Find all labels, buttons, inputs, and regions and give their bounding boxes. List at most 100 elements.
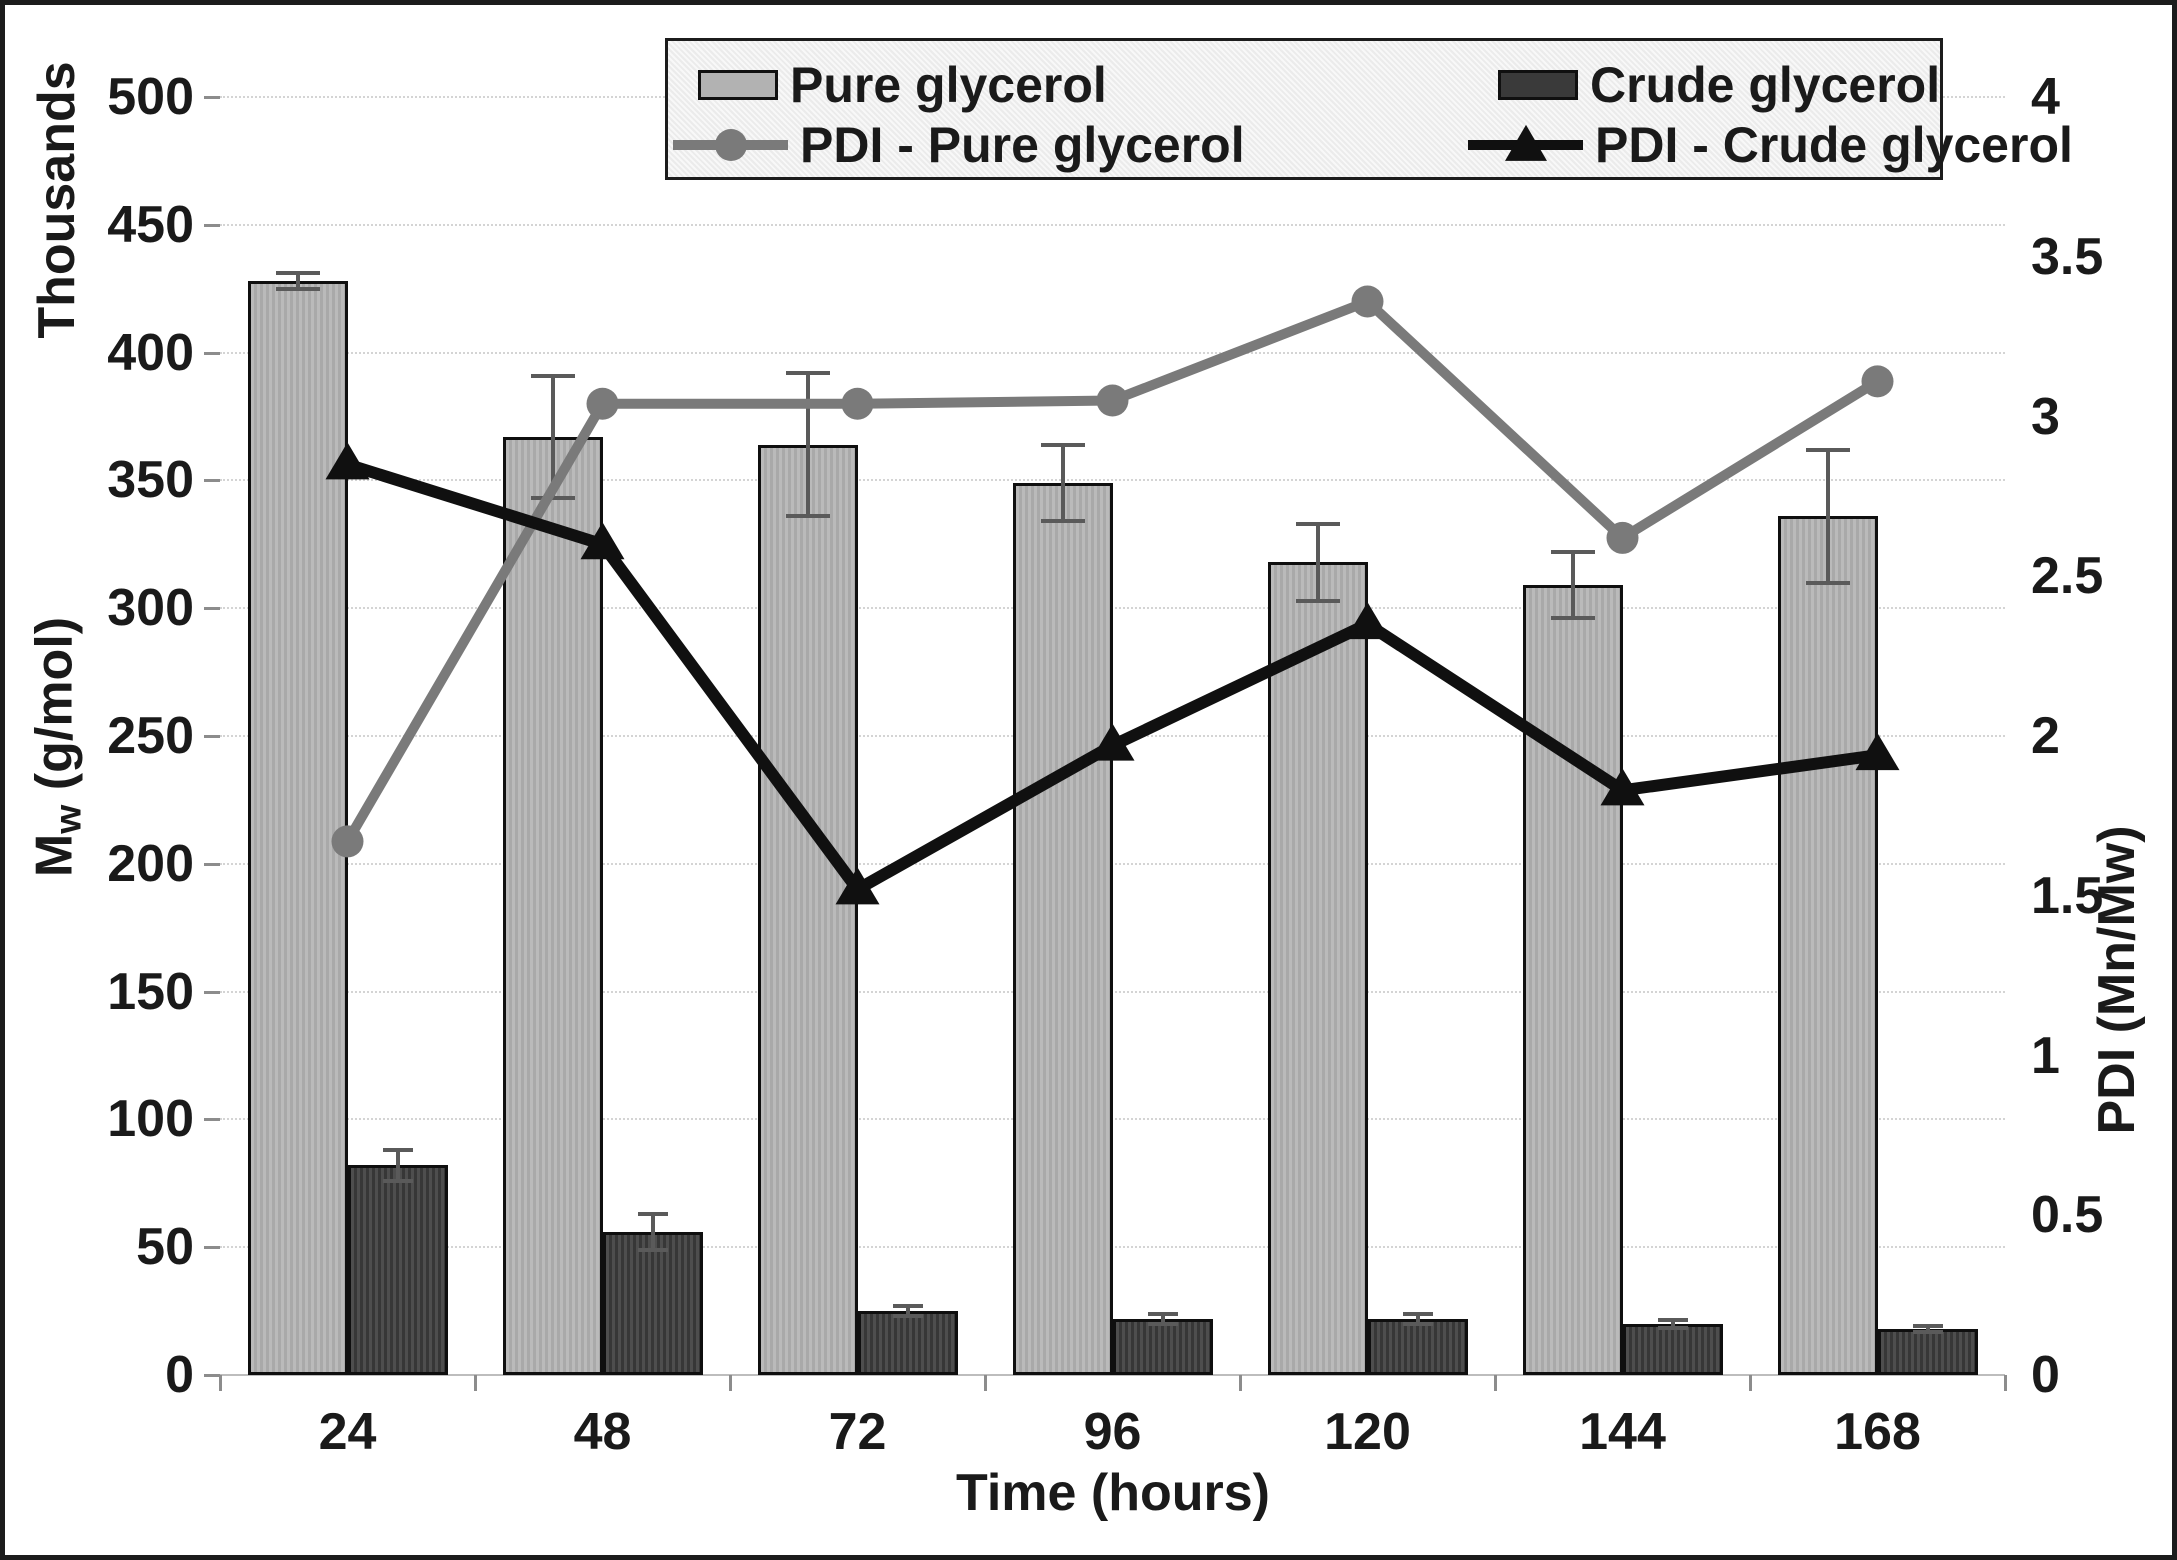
y-axis-tick-label-left: 350: [107, 451, 194, 510]
x-axis-tick-label: 96: [1083, 1403, 1142, 1461]
legend-label: Pure glycerol: [790, 57, 1107, 113]
x-axis-title: Time (hours): [956, 1464, 1270, 1522]
circle-marker-icon: [714, 129, 747, 161]
error-bar: [805, 373, 810, 517]
error-bar: [550, 375, 555, 499]
error-bar-cap: [892, 1303, 923, 1308]
plot-area: 0 50 100 150 200 250 300 350 400 450 500 0 0.5 1 1.5 2 2…: [5, 5, 2172, 1555]
error-bar: [395, 1150, 400, 1181]
bar-crude-glycerol-96h: [1112, 1318, 1213, 1375]
y-axis-tick: [204, 1118, 220, 1122]
x-axis-tick-label: 72: [828, 1403, 887, 1461]
y-axis-tick: [204, 990, 220, 994]
error-bar-cap: [1147, 1311, 1178, 1316]
y-axis-tick-label-right: 2: [2031, 707, 2060, 765]
legend: Pure glycerol Crude glycerol PDI - Pure …: [665, 38, 2073, 180]
x-axis-tick: [474, 1375, 477, 1391]
error-bar-cap: [637, 1211, 668, 1216]
bar-pure-glycerol-168h: [1777, 516, 1878, 1375]
error-bar-cap: [1912, 1329, 1943, 1334]
error-bar-cap: [1805, 447, 1850, 452]
error-bar: [1315, 523, 1320, 601]
error-bar: [1415, 1313, 1420, 1324]
error-bar: [295, 273, 300, 289]
y-axis-tick-label-left: 300: [107, 579, 194, 638]
bar-pure-glycerol-48h: [502, 436, 603, 1375]
y-axis-tick: [204, 1374, 220, 1377]
bar-crude-glycerol-120h: [1367, 1318, 1468, 1375]
bar-crude-glycerol-72h: [857, 1311, 958, 1375]
y-axis-tick-label-left: 50: [136, 1218, 194, 1277]
bar-pure-glycerol-24h: [247, 281, 348, 1375]
error-bar-cap: [1295, 521, 1340, 526]
error-bar-cap: [1402, 1311, 1433, 1316]
legend-item-pure-glycerol: Pure glycerol: [698, 57, 1107, 113]
y-axis-tick: [204, 735, 220, 738]
legend-item-pdi-pure-glycerol: PDI - Pure glycerol: [673, 117, 1245, 173]
gridline: [220, 1118, 2005, 1121]
legend-item-pdi-crude-glycerol: PDI - Crude glycerol: [1468, 117, 2073, 173]
legend-label: PDI - Crude glycerol: [1595, 117, 2073, 173]
y-axis-tick-label-right: 0.5: [2031, 1186, 2104, 1245]
x-axis-tick: [2004, 1375, 2007, 1391]
error-bar-cap: [1040, 442, 1085, 447]
y-axis-tick-label-right: 4: [2031, 68, 2060, 126]
y-axis-tick: [204, 223, 220, 227]
right-axis-title: PDI (Mn/Mw): [2088, 825, 2146, 1135]
y-axis-tick-label-right: 3: [2031, 387, 2060, 446]
y-axis-tick-label-right: 0: [2031, 1346, 2060, 1404]
triangle-marker-icon: [1504, 124, 1547, 161]
x-axis-tick: [1494, 1375, 1497, 1391]
bar-crude-glycerol-24h: [347, 1165, 448, 1375]
y-axis-tick-label-left: 0: [165, 1346, 194, 1404]
left-axis-title-prefix: M: [25, 833, 84, 878]
error-bar-cap: [1147, 1321, 1178, 1326]
left-axis-title-subscript: w: [46, 804, 89, 834]
crude-glycerol-bar-swatch: [1498, 70, 1578, 100]
error-bar: [1825, 449, 1830, 583]
left-axis-title-suffix: (g/mol): [25, 616, 84, 805]
x-axis-tick: [1749, 1375, 1752, 1391]
gridline: [220, 223, 2005, 226]
y-axis-tick-label-right: 1.5: [2031, 866, 2104, 925]
error-bar-cap: [1912, 1324, 1943, 1329]
left-axis-units-label: Thousands: [28, 61, 86, 339]
bar-crude-glycerol-144h: [1622, 1323, 1723, 1375]
error-bar-cap: [637, 1247, 668, 1252]
pdi-pure-line-swatch: [673, 121, 788, 169]
y-axis-tick: [204, 862, 220, 866]
legend-label: Crude glycerol: [1590, 57, 1941, 113]
bar-pure-glycerol-96h: [1012, 482, 1113, 1375]
error-bar-cap: [275, 286, 320, 291]
error-bar-cap: [1805, 580, 1850, 585]
pure-glycerol-bar-swatch: [698, 70, 778, 100]
x-axis-tick-label: 144: [1579, 1403, 1666, 1461]
x-axis-tick-label: 120: [1324, 1403, 1411, 1461]
y-axis-tick-label-right: 1: [2031, 1026, 2060, 1085]
y-axis-tick: [204, 607, 220, 611]
error-bar: [905, 1305, 910, 1317]
y-axis-tick-label-left: 100: [107, 1090, 194, 1149]
error-bar-cap: [1402, 1321, 1433, 1326]
y-axis-tick: [204, 479, 220, 483]
y-axis-tick-label-left: 400: [107, 323, 194, 382]
error-bar: [650, 1213, 655, 1250]
error-bar-cap: [785, 371, 830, 376]
error-bar-cap: [1040, 519, 1085, 524]
error-bar-cap: [382, 1148, 413, 1153]
y-axis-tick: [204, 1246, 220, 1250]
x-axis-tick: [984, 1375, 987, 1391]
y-axis-tick-label-left: 450: [107, 195, 194, 254]
error-bar: [1570, 551, 1575, 619]
error-bar: [1925, 1326, 1930, 1332]
x-axis-line: [220, 1374, 2005, 1376]
gridline: [220, 862, 2005, 865]
bar-crude-glycerol-48h: [602, 1231, 703, 1375]
gridline: [220, 351, 2005, 354]
error-bar-cap: [530, 496, 575, 501]
error-bar-cap: [1295, 598, 1340, 603]
error-bar-cap: [1550, 616, 1595, 621]
pdi-crude-line-swatch: [1468, 121, 1583, 169]
error-bar-cap: [1657, 1325, 1688, 1330]
